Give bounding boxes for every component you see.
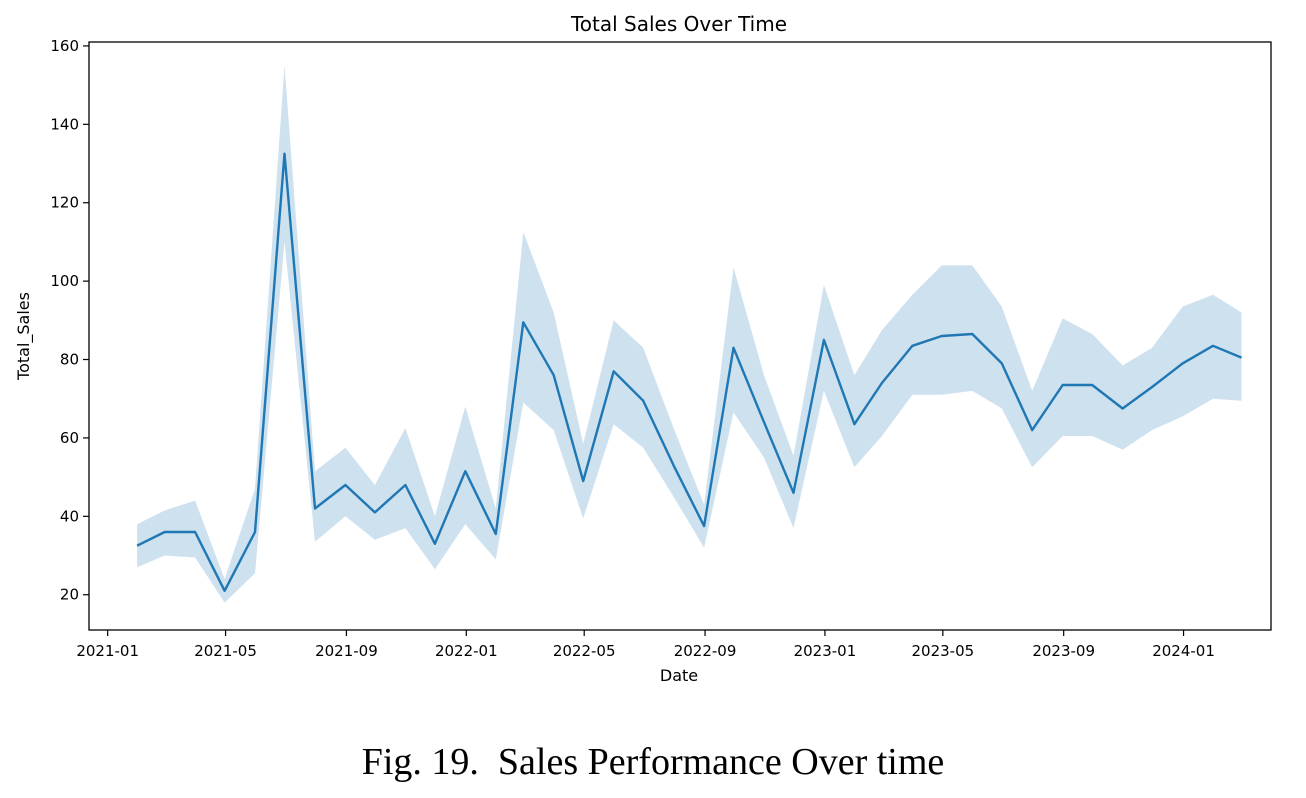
data-point (1151, 386, 1154, 389)
data-point (1031, 429, 1034, 432)
line-chart: Total Sales Over Time 2021-01 2021-05 2021… (14, 12, 1272, 685)
data-point (163, 531, 166, 534)
data-point (1181, 362, 1184, 365)
data-point (853, 423, 856, 426)
series-line-0 (136, 152, 1242, 592)
data-point (223, 589, 226, 592)
data-point (582, 480, 585, 483)
y-tick-label: 40 (60, 507, 79, 525)
data-point (194, 531, 197, 534)
data-point (971, 333, 974, 336)
data-point (1061, 384, 1064, 387)
data-point (703, 525, 706, 528)
data-point (940, 335, 943, 338)
data-point (344, 484, 347, 487)
data-point (404, 484, 407, 487)
x-tick-label: 2022-05 (553, 642, 616, 660)
y-axis-label: Total_Sales (14, 292, 34, 381)
y-tick-label: 20 (60, 586, 79, 604)
data-point (911, 344, 914, 347)
data-point (1212, 344, 1215, 347)
x-axis-label: Date (660, 666, 698, 685)
data-point (433, 542, 436, 545)
data-point (822, 338, 825, 341)
data-point (254, 531, 257, 534)
plot-frame (88, 41, 1272, 631)
y-tick-label: 140 (50, 115, 79, 133)
x-tick-label: 2022-09 (674, 642, 737, 660)
data-point (732, 346, 735, 349)
x-tick-label: 2022-01 (435, 642, 498, 660)
x-tick-label: 2023-05 (911, 642, 974, 660)
data-point (792, 491, 795, 494)
data-point (880, 382, 883, 385)
data-point (522, 321, 525, 324)
figure-caption: Fig. 19. Sales Performance Over time (361, 741, 945, 783)
data-point (283, 152, 286, 155)
x-tick-label: 2023-09 (1032, 642, 1095, 660)
data-point (642, 399, 645, 402)
data-point (314, 507, 317, 510)
data-point (552, 374, 555, 377)
y-tick-label: 120 (50, 194, 79, 212)
chart-title: Total Sales Over Time (570, 12, 787, 36)
data-point (494, 533, 497, 536)
data-point (1091, 384, 1094, 387)
data-point (672, 464, 675, 467)
y-tick-label: 160 (50, 37, 79, 55)
data-point (136, 544, 139, 547)
data-point (1121, 407, 1124, 410)
y-tick-label: 60 (60, 429, 79, 447)
y-tick-label: 100 (50, 272, 79, 290)
confidence-band-0 (137, 65, 1242, 603)
data-point (1240, 356, 1243, 359)
y-tick-label: 80 (60, 351, 79, 369)
data-point (1000, 362, 1003, 365)
data-point (763, 421, 766, 424)
x-tick-label: 2021-05 (194, 642, 257, 660)
data-point (464, 470, 467, 473)
x-tick-label: 2021-01 (76, 642, 139, 660)
x-tick-label: 2024-01 (1152, 642, 1215, 660)
x-tick-label: 2021-09 (315, 642, 378, 660)
data-point (612, 370, 615, 373)
data-point (373, 511, 376, 514)
x-tick-label: 2023-01 (794, 642, 857, 660)
